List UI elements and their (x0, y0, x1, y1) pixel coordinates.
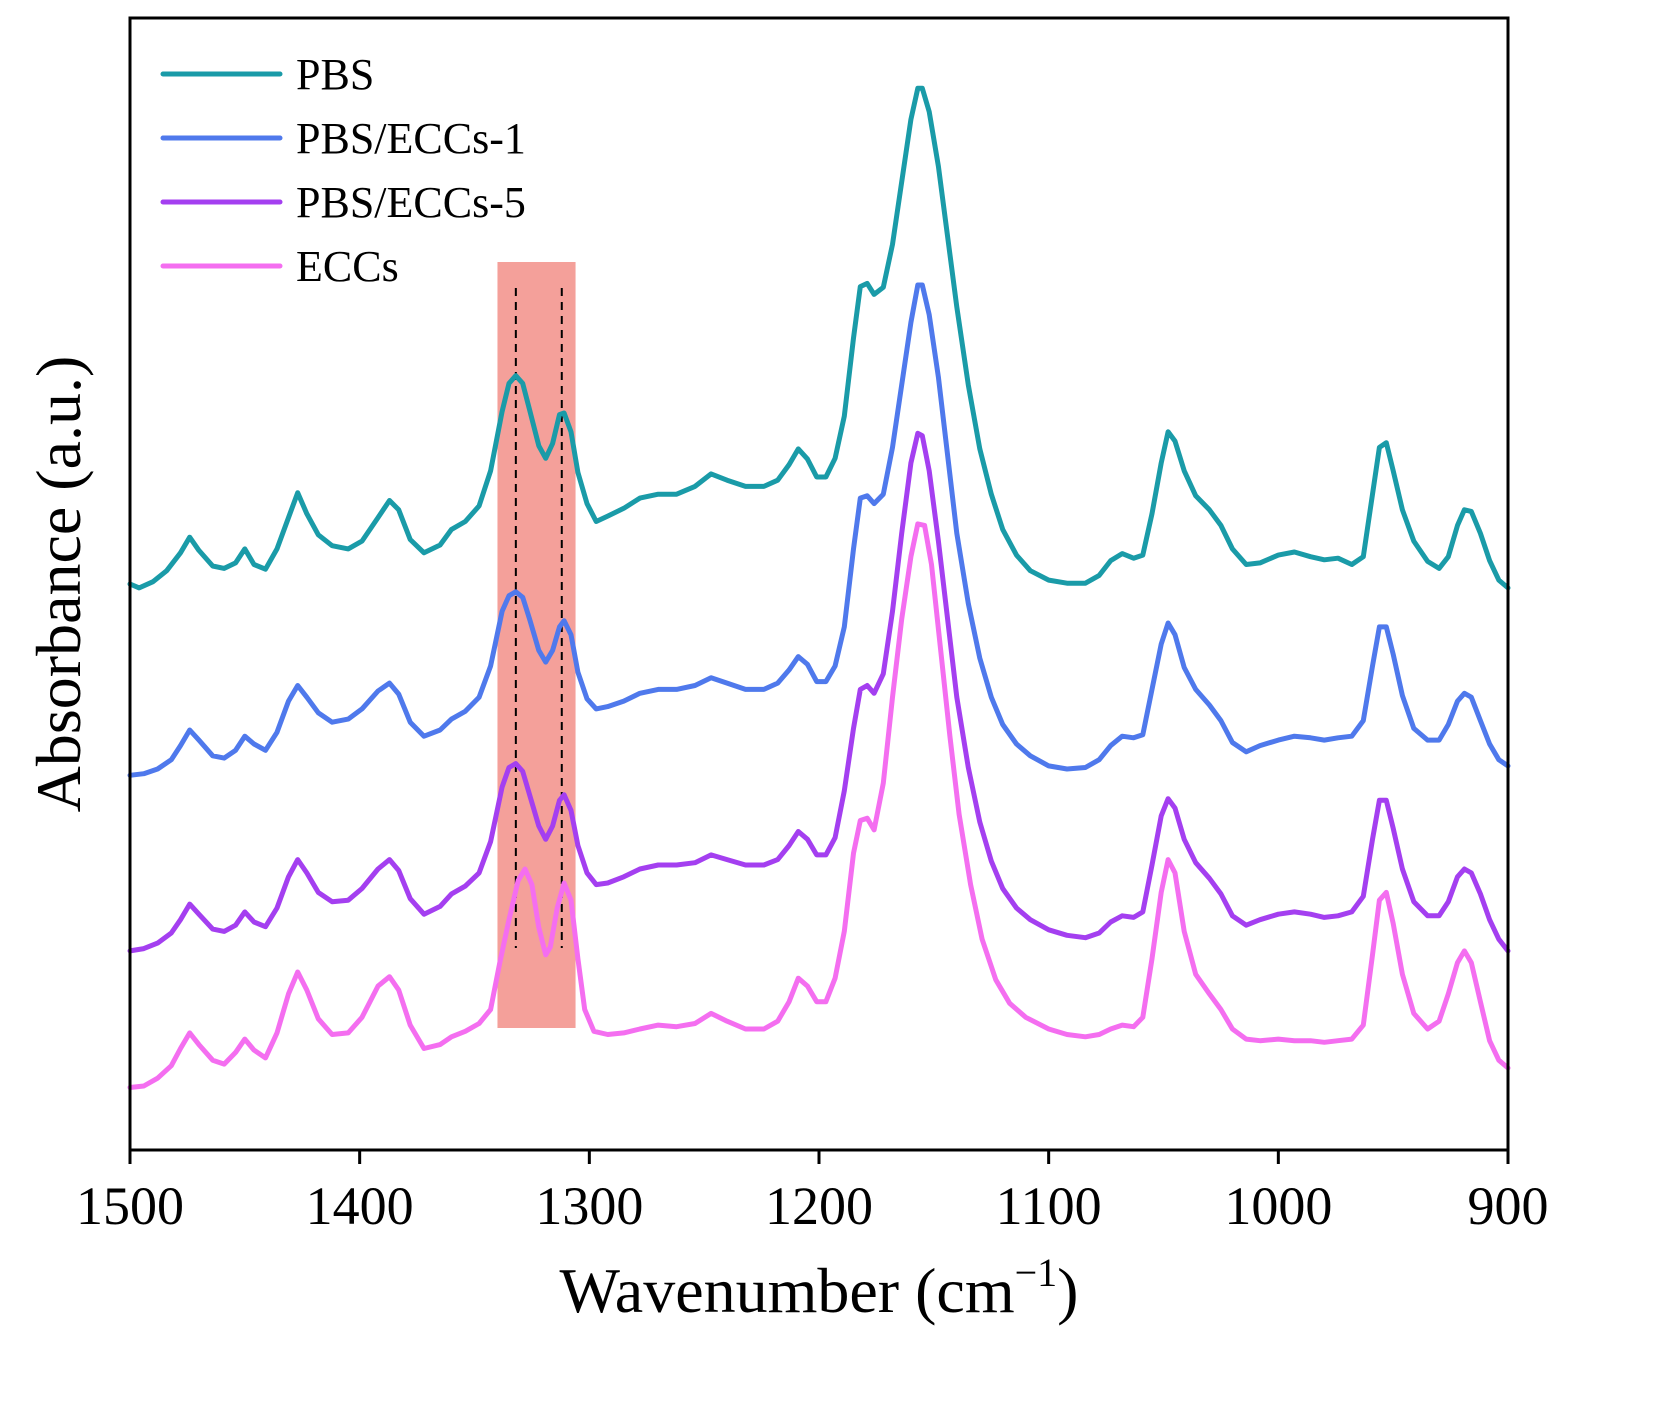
legend-label: ECCs (296, 242, 399, 291)
series-line-eccs (127, 521, 1511, 1090)
series-lines (127, 85, 1511, 1090)
x-tick-label: 1400 (306, 1176, 414, 1236)
legend: PBS PBS/ECCs-1 PBS/ECCs-5 ECCs (160, 50, 526, 291)
x-tick-label: 900 (1468, 1176, 1549, 1236)
legend-label: PBS/ECCs-5 (296, 178, 526, 227)
x-tick-label: 1200 (765, 1176, 873, 1236)
legend-label: PBS (296, 50, 374, 99)
legend-label: PBS/ECCs-1 (296, 114, 526, 163)
x-tick-label: 1100 (996, 1176, 1102, 1236)
x-axis-title: Wavenumber (cm−1) (560, 1250, 1079, 1326)
x-tick-label: 1000 (1224, 1176, 1332, 1236)
reference-lines (514, 288, 563, 948)
x-axis-title-main: Wavenumber (cm (560, 1255, 1015, 1326)
x-tick-label: 1300 (535, 1176, 643, 1236)
series-line-pbs-eccs-1 (127, 282, 1511, 778)
x-axis-title-close: ) (1057, 1255, 1078, 1326)
x-axis-ticks: 1500 1400 1300 1200 1100 1000 900 (76, 1150, 1549, 1236)
y-axis-title: Absorbance (a.u.) (23, 356, 94, 813)
series-line-pbs (127, 85, 1511, 591)
series-line-pbs-eccs-5 (127, 430, 1511, 954)
x-axis-title-superscript: −1 (1015, 1250, 1058, 1295)
x-tick-label: 1500 (76, 1176, 184, 1236)
